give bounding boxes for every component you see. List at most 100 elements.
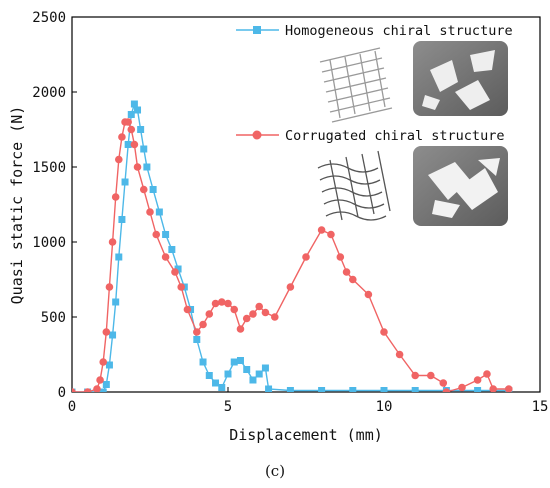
homogeneous-data-point — [265, 385, 273, 392]
corrugated-fragments-photo — [413, 146, 508, 226]
corrugated-data-point — [505, 385, 513, 392]
corrugated-data-point — [380, 328, 388, 336]
corrugated-data-point — [483, 370, 491, 378]
homogeneous-data-point — [193, 336, 201, 343]
homogeneous-data-point — [121, 178, 129, 186]
homogeneous-data-point — [134, 106, 142, 114]
legend-marker-corrugated — [252, 130, 262, 140]
corrugated-data-point — [302, 253, 310, 261]
homogeneous-data-point — [149, 186, 157, 193]
plot-area-frame — [71, 16, 541, 393]
corrugated-data-point — [211, 299, 220, 308]
legend: Homogeneous chiral structure Corrugated … — [236, 23, 513, 144]
homogeneous-structure-illustration — [319, 47, 393, 123]
corrugated-data-point — [249, 310, 257, 318]
homogeneous-data-point — [349, 387, 357, 392]
homogeneous-series-markers — [72, 100, 513, 392]
corrugated-data-point — [286, 283, 295, 291]
corrugated-data-point — [105, 283, 114, 291]
homogeneous-data-point — [99, 388, 107, 392]
corrugated-data-point — [242, 314, 251, 323]
corrugated-data-point — [102, 328, 111, 336]
corrugated-data-point — [96, 376, 104, 384]
homogeneous-data-point — [261, 364, 269, 372]
homogeneous-data-point — [105, 361, 113, 369]
corrugated-data-point — [171, 268, 179, 276]
corrugated-data-point — [217, 298, 226, 306]
homogeneous-data-point — [115, 253, 123, 261]
corrugated-data-point — [133, 163, 142, 171]
homogeneous-fragments-photo — [413, 41, 508, 116]
legend-marker-homogeneous — [253, 26, 261, 34]
corrugated-data-point — [205, 310, 214, 318]
homogeneous-data-point — [109, 331, 117, 339]
corrugated-data-point — [115, 155, 123, 164]
corrugated-data-point — [395, 350, 404, 359]
y-tick-label: 0 — [58, 385, 66, 401]
corrugated-data-point — [271, 313, 279, 321]
corrugated-data-point — [146, 208, 154, 216]
homogeneous-data-point — [380, 387, 388, 392]
homogeneous-data-point — [118, 216, 126, 223]
homogeneous-data-point — [124, 141, 132, 148]
corrugated-data-point — [193, 328, 201, 336]
corrugated-data-point — [261, 308, 270, 317]
homogeneous-data-point — [155, 208, 163, 216]
corrugated-data-point — [177, 283, 185, 291]
corrugated-data-point — [72, 388, 76, 392]
corrugated-data-point — [139, 185, 148, 194]
corrugated-data-point — [342, 268, 351, 276]
corrugated-data-point — [118, 133, 126, 141]
homogeneous-data-point — [130, 100, 138, 108]
homogeneous-data-point — [168, 246, 176, 253]
y-axis-title: Quasi static force (N) — [8, 106, 26, 305]
homogeneous-data-point — [224, 370, 232, 378]
homogeneous-data-point — [249, 376, 257, 384]
homogeneous-data-point — [318, 387, 326, 392]
corrugated-data-point — [161, 253, 170, 261]
corrugated-data-point — [473, 376, 482, 384]
corrugated-data-point — [230, 305, 239, 314]
homogeneous-data-point — [143, 163, 151, 171]
y-tick-label: 2500 — [32, 10, 66, 26]
x-tick-label: 0 — [68, 399, 76, 415]
y-tick-label: 1500 — [32, 160, 66, 176]
corrugated-data-point — [183, 305, 192, 314]
corrugated-data-point — [111, 193, 120, 201]
corrugated-data-point — [317, 226, 326, 234]
corrugated-data-point — [130, 140, 139, 149]
y-tick-label: 2000 — [32, 85, 66, 101]
homogeneous-data-point — [205, 372, 213, 379]
corrugated-data-point — [489, 385, 497, 392]
corrugated-data-point — [99, 358, 107, 366]
x-axis-title: Displacement (mm) — [229, 426, 383, 444]
corrugated-data-point — [199, 320, 207, 329]
corrugated-data-point — [458, 383, 466, 392]
homogeneous-data-point — [243, 366, 251, 373]
corrugated-data-point — [364, 290, 373, 299]
homogeneous-data-point — [218, 384, 226, 391]
homogeneous-data-point — [286, 387, 294, 392]
corrugated-data-point — [327, 230, 335, 239]
homogeneous-data-point — [137, 126, 145, 133]
homogeneous-data-point — [112, 298, 120, 306]
corrugated-data-point — [439, 379, 448, 387]
corrugated-data-point — [349, 275, 357, 284]
y-tick-label: 1000 — [32, 235, 66, 251]
corrugated-structure-illustration — [317, 150, 391, 221]
homogeneous-data-point — [199, 358, 207, 366]
corrugated-data-point — [108, 238, 117, 246]
corrugated-data-point — [93, 385, 101, 392]
figure-caption: (c) — [265, 462, 285, 480]
homogeneous-data-point — [255, 370, 263, 378]
corrugated-data-point — [411, 371, 420, 380]
legend-label-corrugated: Corrugated chiral structure — [285, 128, 504, 144]
corrugated-data-point — [427, 371, 435, 380]
homogeneous-data-point — [411, 387, 419, 392]
homogeneous-data-point — [174, 265, 182, 273]
axis-ticks: 0 5 10 15 0 500 1000 1500 2000 2500 — [32, 10, 548, 415]
corrugated-data-point — [224, 299, 232, 308]
x-tick-label: 5 — [224, 399, 232, 415]
homogeneous-data-point — [102, 381, 110, 388]
